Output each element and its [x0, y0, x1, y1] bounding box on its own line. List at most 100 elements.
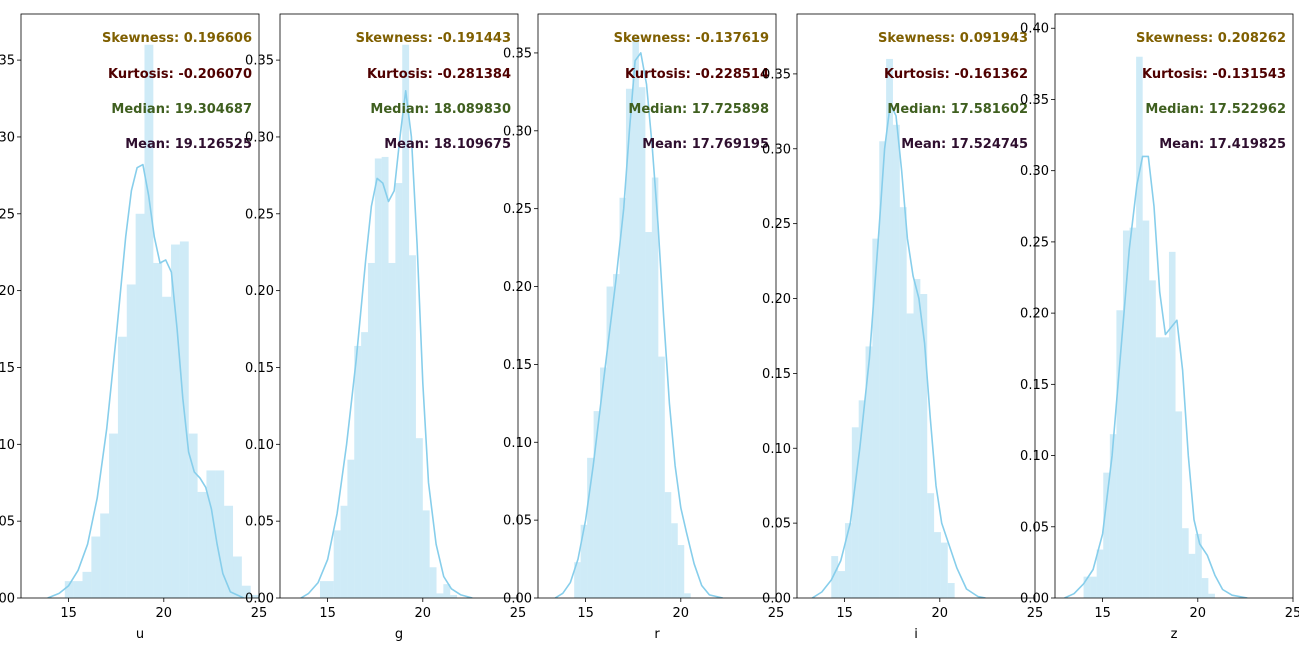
- histogram-bar: [600, 367, 607, 598]
- y-tick-label: 0.30: [762, 142, 791, 157]
- kurtosis-annotation: Kurtosis: -0.206070: [108, 67, 252, 82]
- histogram-bar: [436, 593, 444, 598]
- histogram-bar: [1195, 533, 1202, 598]
- histogram-bar: [224, 505, 234, 598]
- y-tick-label: 0.20: [503, 280, 532, 295]
- histogram-bar: [593, 411, 601, 598]
- plot-area: [47, 44, 259, 598]
- histogram-bar: [625, 88, 633, 598]
- histogram-bar: [409, 255, 416, 598]
- histogram-bar: [395, 183, 403, 598]
- y-tick-label: 0.25: [1020, 235, 1049, 250]
- histogram-bar: [206, 470, 216, 598]
- histogram-bar: [940, 542, 948, 598]
- skewness-annotation: Skewness: -0.191443: [356, 31, 511, 46]
- histogram-bar: [1129, 227, 1137, 598]
- histogram-bar: [872, 238, 880, 598]
- x-axis-label: g: [395, 627, 403, 642]
- histogram-bar: [886, 58, 893, 598]
- plot-area: [300, 44, 473, 598]
- histogram-bar: [402, 44, 410, 598]
- histogram-bar: [422, 510, 430, 598]
- histogram-bar: [188, 433, 198, 598]
- mean-annotation: Mean: 17.769195: [642, 137, 769, 152]
- histogram-bar: [913, 279, 921, 598]
- median-annotation: Median: 17.581602: [887, 102, 1028, 117]
- mean-annotation: Mean: 17.524745: [901, 137, 1028, 152]
- y-tick-label: 0.35: [503, 46, 532, 61]
- y-tick-label: .35: [0, 54, 15, 69]
- x-axis-label: i: [914, 627, 918, 642]
- kde-line: [47, 163, 245, 598]
- y-tick-label: 0.10: [1020, 449, 1049, 464]
- histogram-bar: [135, 213, 145, 598]
- mean-annotation: Mean: 18.109675: [384, 137, 511, 152]
- histogram-bar: [645, 232, 652, 598]
- x-tick-label: 15: [319, 606, 336, 621]
- histogram-bar: [443, 584, 451, 598]
- x-tick-label: 15: [577, 606, 594, 621]
- histogram-bar: [171, 244, 180, 598]
- x-tick-label: 20: [932, 606, 949, 621]
- histogram-bar: [250, 594, 259, 598]
- histogram-bar: [179, 241, 189, 598]
- histogram-bar: [1155, 337, 1163, 598]
- histogram-bar: [920, 294, 928, 598]
- histogram-bar: [450, 594, 458, 598]
- axes-frame: [796, 13, 1036, 599]
- x-axis-label: u: [136, 627, 144, 642]
- median-annotation: Median: 17.725898: [628, 102, 769, 117]
- plot-area: [554, 37, 723, 598]
- y-tick-label: 0.35: [245, 54, 274, 69]
- y-tick-label: 0.10: [762, 442, 791, 457]
- axes-frame: [20, 13, 260, 599]
- subplot-u: 15 20 25 .00 .05 .10 .15 .20 .25 .30 .35 u Skewness:…: [0, 13, 267, 642]
- histogram-bar: [613, 274, 620, 598]
- plot-area: [811, 58, 986, 598]
- y-tick-label: 0.05: [245, 515, 274, 530]
- axes-frame: [1054, 13, 1294, 599]
- y-tick-label: 0.00: [1020, 592, 1049, 607]
- subplot-i: 15 20 250.000.050.100.150.200.250.300.35iS…: [762, 13, 1043, 642]
- histogram-bar: [1208, 593, 1215, 598]
- histogram-bar: [892, 124, 900, 598]
- histogram-bar: [1136, 56, 1143, 598]
- histogram-bar: [844, 523, 852, 598]
- y-tick-label: 0.20: [1020, 307, 1049, 322]
- y-tick-label: 0.00: [762, 592, 791, 607]
- y-tick-label: 0.20: [762, 292, 791, 307]
- y-tick-label: .10: [0, 438, 15, 453]
- histogram-bar: [865, 346, 873, 598]
- skewness-annotation: Skewness: 0.196606: [102, 31, 252, 46]
- histogram-bar: [1109, 434, 1117, 598]
- histogram-bar: [197, 491, 207, 598]
- histogram-bar: [241, 585, 251, 598]
- skewness-annotation: Skewness: 0.091943: [878, 31, 1028, 46]
- histogram-bar: [671, 523, 678, 598]
- kurtosis-annotation: Kurtosis: -0.161362: [884, 67, 1028, 82]
- histogram-bar: [947, 583, 955, 598]
- histogram-bar: [651, 177, 659, 598]
- y-tick-label: 0.05: [762, 517, 791, 532]
- histogram-bar: [851, 427, 859, 598]
- histogram-bar: [367, 262, 375, 598]
- histogram-bar: [415, 438, 423, 598]
- x-tick-label: 15: [836, 606, 853, 621]
- subplot-g: 15 20 250.000.050.100.150.200.250.300.35gS…: [245, 13, 526, 642]
- histogram-bar: [1083, 576, 1091, 598]
- y-tick-label: 0.30: [503, 124, 532, 139]
- y-tick-label: .25: [0, 207, 15, 222]
- histogram-bar: [638, 87, 646, 598]
- median-annotation: Median: 17.522962: [1145, 102, 1286, 117]
- histogram-bar: [361, 332, 368, 598]
- histogram-bar: [684, 593, 691, 598]
- mean-annotation: Mean: 17.419825: [1159, 137, 1286, 152]
- x-tick-label: 20: [156, 606, 173, 621]
- y-tick-label: 0.05: [1020, 520, 1049, 535]
- histogram-bar: [1149, 280, 1156, 598]
- histogram-bar: [1090, 576, 1097, 598]
- histogram-bar: [381, 156, 389, 598]
- y-tick-label: 0.00: [245, 592, 274, 607]
- y-tick-label: 0.10: [503, 436, 532, 451]
- histogram-bar: [879, 141, 887, 598]
